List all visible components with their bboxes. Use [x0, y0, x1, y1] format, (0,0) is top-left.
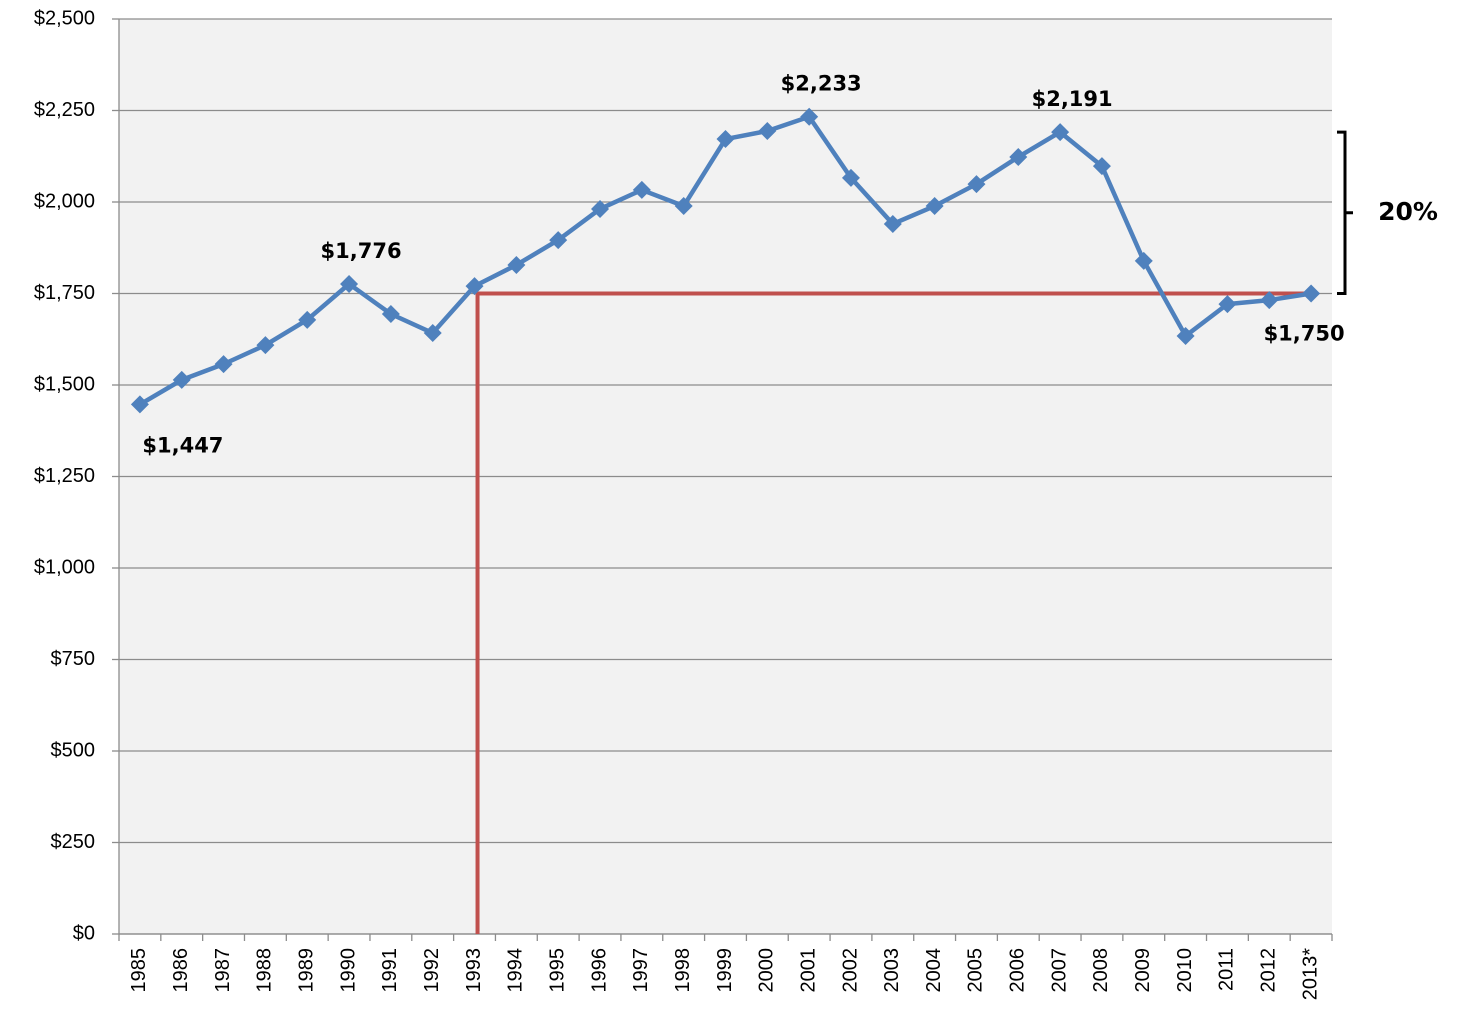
y-tick-label: $250 — [51, 831, 96, 853]
marker — [465, 277, 484, 296]
marker — [340, 274, 359, 293]
x-tick-label: 2009 — [1132, 948, 1154, 993]
x-tick-label: 2001 — [797, 948, 819, 993]
y-tick-label: $1,500 — [34, 373, 95, 395]
x-tick-label: 2010 — [1174, 948, 1196, 993]
x-tick-label: 2005 — [965, 948, 987, 993]
marker — [967, 175, 986, 194]
y-tick-label: $500 — [51, 739, 96, 761]
marker — [632, 180, 651, 199]
data-label: $1,447 — [142, 433, 223, 457]
x-tick-label: 2002 — [839, 948, 861, 993]
data-label: $2,233 — [781, 72, 862, 96]
y-tick-label: $2,500 — [34, 7, 95, 29]
marker — [800, 107, 819, 126]
y-tick-label: $2,250 — [34, 99, 95, 121]
x-tick-label: 1998 — [672, 948, 694, 993]
x-tick-label: 1987 — [212, 948, 234, 993]
y-tick-label: $1,250 — [34, 465, 95, 487]
marker — [298, 310, 317, 329]
x-tick-label: 2000 — [756, 948, 778, 993]
x-tick-label: 2003 — [881, 948, 903, 993]
x-tick-label: 2013* — [1299, 948, 1321, 1000]
marker — [1092, 157, 1111, 176]
x-tick-label: 1988 — [254, 948, 276, 993]
x-tick-label: 1999 — [714, 948, 736, 993]
marker — [674, 197, 693, 216]
x-tick-label: 2012 — [1258, 948, 1280, 993]
x-tick-label: 1997 — [630, 948, 652, 993]
y-tick-label: $2,000 — [34, 190, 95, 212]
x-tick-label: 2007 — [1048, 948, 1070, 993]
data-label: $2,191 — [1032, 87, 1113, 111]
marker — [507, 255, 526, 274]
marker — [381, 304, 400, 323]
x-tick-label: 1989 — [296, 948, 318, 993]
x-tick-label: 1986 — [170, 948, 192, 993]
x-tick-label: 2008 — [1090, 948, 1112, 993]
marker — [841, 168, 860, 187]
marker — [925, 197, 944, 216]
marker — [214, 355, 233, 374]
marker — [130, 395, 149, 414]
marker — [883, 214, 902, 233]
marker — [1176, 326, 1195, 345]
marker — [1051, 123, 1070, 142]
bracket — [1337, 130, 1353, 295]
x-tick-label: 2004 — [923, 948, 945, 993]
x-tick-label: 1996 — [588, 948, 610, 993]
y-tick-label: $1,000 — [34, 556, 95, 578]
marker — [1218, 295, 1237, 314]
marker — [549, 231, 568, 250]
data-label: $1,776 — [321, 239, 402, 263]
marker — [256, 336, 275, 355]
x-tick-label: 1993 — [463, 948, 485, 993]
marker — [423, 324, 442, 343]
marker — [1260, 291, 1279, 310]
data-label: $1,750 — [1264, 322, 1345, 346]
marker — [758, 121, 777, 140]
marker — [716, 130, 735, 149]
marker — [1302, 284, 1321, 303]
y-tick-label: $750 — [51, 648, 96, 670]
y-tick-label: $1,750 — [34, 282, 95, 304]
marker — [1134, 251, 1153, 270]
x-tick-label: 2006 — [1007, 948, 1029, 993]
marker — [591, 199, 610, 218]
x-tick-label: 1992 — [421, 948, 443, 993]
marker — [1009, 147, 1028, 166]
x-tick-label: 2011 — [1216, 948, 1238, 991]
y-tick-label: $0 — [73, 922, 95, 944]
marker — [172, 370, 191, 389]
x-tick-label: 1995 — [546, 948, 568, 993]
bracket-label: 20% — [1378, 197, 1438, 226]
x-tick-label: 1990 — [337, 948, 359, 993]
x-tick-label: 1991 — [379, 948, 401, 993]
x-tick-label: 1985 — [128, 948, 150, 993]
x-tick-label: 1994 — [505, 948, 527, 993]
